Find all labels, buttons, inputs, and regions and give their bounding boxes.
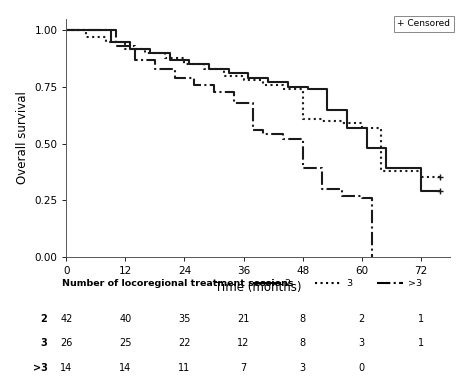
Text: 1: 1 — [418, 314, 424, 324]
Text: 3: 3 — [41, 339, 47, 349]
Text: 14: 14 — [119, 363, 132, 373]
Text: >3: >3 — [408, 279, 422, 288]
Text: >3: >3 — [33, 363, 47, 373]
Text: 21: 21 — [237, 314, 250, 324]
Text: 2: 2 — [284, 279, 291, 288]
Text: 3: 3 — [300, 363, 306, 373]
Text: 25: 25 — [119, 339, 132, 349]
Text: Number of locoregional treatment sessions: Number of locoregional treatment session… — [62, 279, 293, 288]
Text: 14: 14 — [60, 363, 73, 373]
Text: 40: 40 — [119, 314, 132, 324]
Text: 26: 26 — [60, 339, 73, 349]
Text: + Censored: + Censored — [397, 19, 450, 28]
Y-axis label: Overall survival: Overall survival — [16, 92, 28, 184]
Text: 3: 3 — [359, 339, 365, 349]
Text: 11: 11 — [178, 363, 191, 373]
Text: 2: 2 — [358, 314, 365, 324]
Text: 3: 3 — [346, 279, 352, 288]
Text: 0: 0 — [359, 363, 365, 373]
Text: 8: 8 — [300, 314, 306, 324]
Text: 12: 12 — [237, 339, 250, 349]
Text: 1: 1 — [418, 339, 424, 349]
Text: 22: 22 — [178, 339, 191, 349]
Text: 7: 7 — [240, 363, 246, 373]
X-axis label: Time (months): Time (months) — [215, 281, 301, 294]
Text: 2: 2 — [41, 314, 47, 324]
Text: 42: 42 — [60, 314, 73, 324]
Text: 8: 8 — [300, 339, 306, 349]
Text: 35: 35 — [178, 314, 191, 324]
